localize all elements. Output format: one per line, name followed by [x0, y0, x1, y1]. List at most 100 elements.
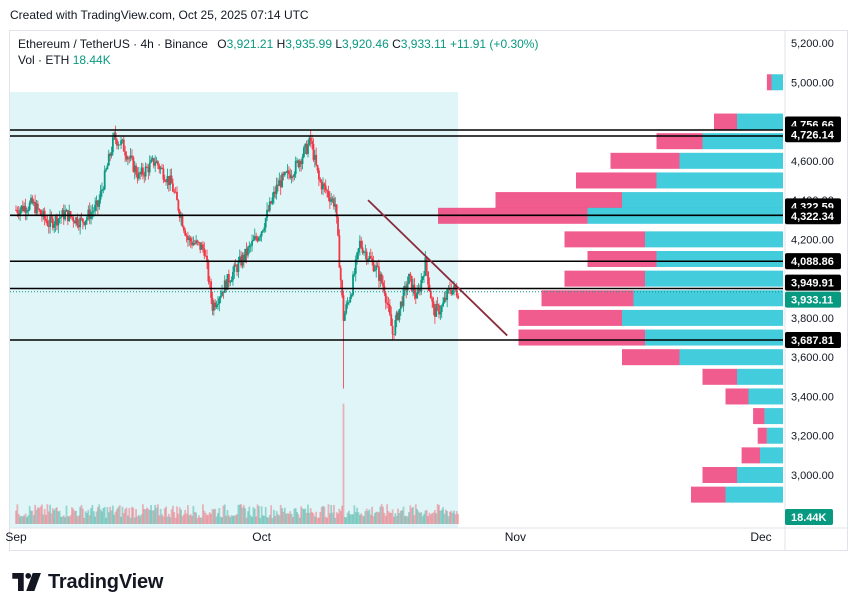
volume-bar [423, 514, 425, 524]
candle-body [429, 291, 432, 299]
candle-body [259, 236, 262, 238]
candle-body [23, 206, 26, 212]
volume-bar [323, 506, 326, 524]
candle-body [251, 240, 253, 246]
volume-bar [144, 509, 147, 524]
candle-body [398, 308, 401, 320]
volume-bar [408, 512, 410, 524]
volume-bar [50, 513, 53, 524]
volume-profile-down-bar [518, 309, 622, 326]
volume-bar [367, 510, 369, 524]
volume-bar [199, 517, 202, 524]
volume-bar [335, 512, 338, 524]
volume-bar [350, 514, 353, 524]
volume-bar [363, 516, 365, 524]
candle-body [106, 165, 109, 170]
volume-bar [36, 507, 39, 524]
volume-bar [249, 515, 252, 524]
candle-body [211, 297, 214, 311]
candle-body [402, 289, 405, 307]
candle-body [34, 201, 37, 214]
volume-bar [32, 515, 35, 524]
candle-body [202, 244, 204, 249]
candle-body [84, 220, 87, 225]
candle-body [196, 240, 199, 242]
tradingview-logo[interactable]: TradingView [12, 570, 163, 594]
volume-bar [215, 516, 218, 524]
candle-body [289, 174, 292, 179]
legend-change: +11.91 (+0.30%) [449, 37, 539, 51]
volume-bar [308, 512, 311, 524]
candle-body [327, 191, 330, 198]
volume-profile-up-bar [737, 113, 783, 130]
legend-vol-label[interactable]: Vol · ETH [18, 53, 70, 67]
volume-bar [64, 517, 67, 524]
candle-body [427, 271, 429, 285]
volume-bar [240, 504, 243, 524]
legend-symbol[interactable]: Ethereum / TetherUS · 4h · Binance [18, 37, 208, 51]
candle-body [207, 261, 210, 282]
candle-body [172, 183, 174, 192]
volume-bar [428, 512, 431, 524]
candle-body [292, 176, 294, 178]
volume-bar [328, 513, 331, 524]
volume-bar [47, 511, 50, 524]
volume-bar [116, 509, 118, 524]
volume-profile-up-bar [633, 290, 783, 307]
legend-vol-value: 18.44K [72, 53, 111, 67]
volume-bar [57, 511, 60, 524]
trendline[interactable] [367, 199, 508, 337]
volume-bar [383, 512, 386, 524]
volume-bar [131, 506, 133, 524]
volume-bar [91, 505, 94, 524]
volume-bar [360, 513, 363, 524]
candle-body [326, 190, 328, 192]
candle-body [271, 197, 274, 204]
volume-bar [211, 509, 214, 524]
candle-body [120, 140, 122, 145]
volume-bar [440, 509, 443, 524]
volume-bar [294, 508, 297, 524]
candle-body [191, 241, 193, 246]
volume-bar [413, 515, 416, 524]
volume-bar [129, 517, 132, 524]
candle-body [421, 276, 424, 280]
candle-body [278, 180, 281, 186]
candle-body [180, 216, 183, 218]
volume-bar [303, 509, 305, 524]
volume-bar [204, 512, 207, 524]
candle-body [133, 165, 136, 172]
candle-body [457, 295, 459, 299]
volume-bar [398, 513, 401, 524]
volume-profile-down-bar [714, 113, 737, 130]
candle-body [113, 132, 116, 138]
volume-profile-down-bar [587, 251, 657, 267]
volume-bar [146, 507, 148, 524]
candle-body [135, 165, 137, 175]
chart-frame [9, 30, 848, 551]
candle-body [57, 218, 60, 226]
volume-bar [439, 510, 442, 524]
volume-profile-down-bar [725, 388, 749, 405]
candle-body [323, 183, 326, 186]
volume-bar [322, 505, 324, 524]
volume-bar [196, 517, 199, 524]
candle-body [117, 144, 120, 146]
volume-bar [16, 504, 19, 524]
last-price-label-bg [785, 291, 841, 308]
volume-bar [232, 515, 234, 524]
candle-body [369, 256, 372, 259]
volume-bar [371, 506, 374, 524]
volume-bar [151, 510, 154, 524]
volume-bar [435, 513, 438, 524]
x-tick-label: Dec [750, 530, 771, 544]
price-chart[interactable]: 5,200.005,000.004,800.004,600.004,400.00… [0, 0, 858, 560]
candle-body [311, 141, 313, 145]
volume-bar [133, 517, 136, 524]
candle-body [162, 168, 165, 180]
candle-body [399, 301, 402, 309]
candle-body [401, 301, 404, 307]
candle-body [236, 266, 238, 272]
volume-bar [193, 511, 196, 524]
candle-body [417, 289, 420, 293]
